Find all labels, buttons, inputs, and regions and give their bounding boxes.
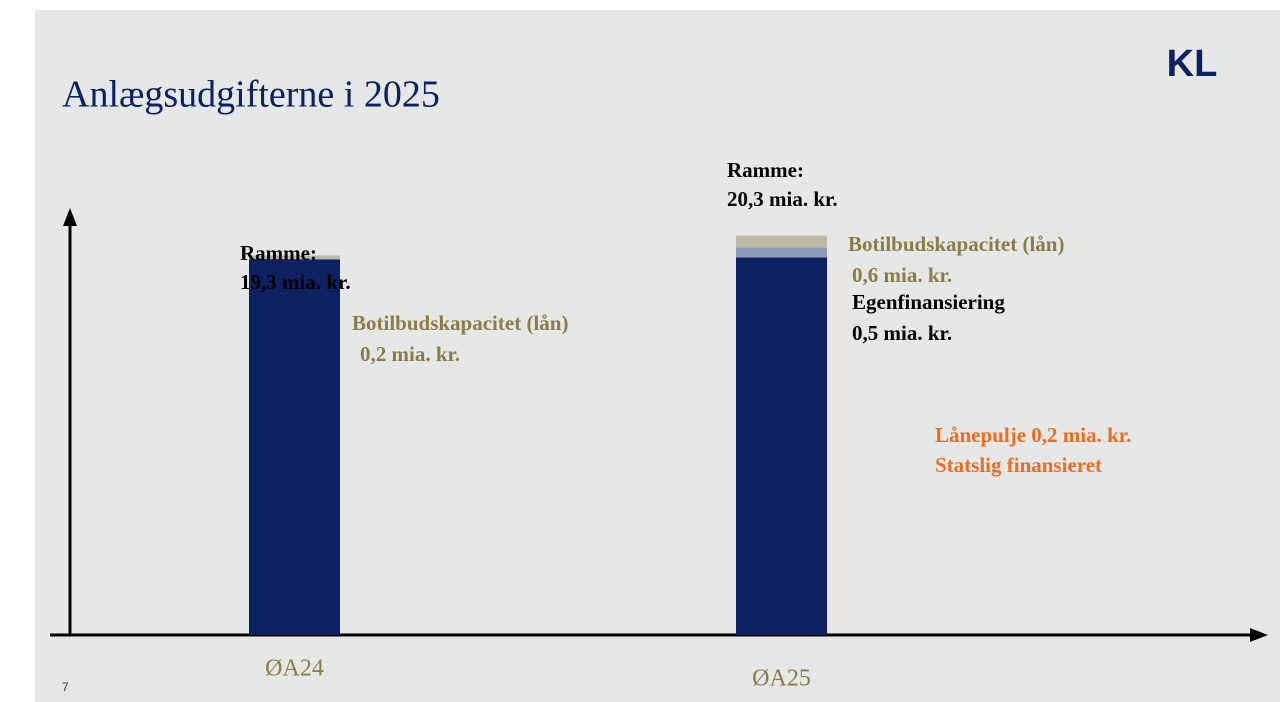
x-arrow [1250, 628, 1268, 642]
page-number: 7 [62, 680, 69, 694]
bar-segment [736, 247, 827, 258]
y-arrow [63, 208, 77, 226]
bar-segment [249, 259, 340, 635]
segment-value: 0,6 mia. kr. [852, 263, 952, 287]
segment-value: 0,5 mia. kr. [852, 321, 952, 345]
bar-segment [736, 257, 827, 635]
segment-value: 0,2 mia. kr. [360, 342, 460, 366]
annotation: Ramme: [240, 241, 317, 265]
bar-segment [736, 235, 827, 248]
annotation: Lånepulje 0,2 mia. kr. [935, 423, 1131, 447]
slide-background [35, 10, 1280, 702]
x-tick-label: ØA24 [265, 656, 324, 682]
slide-title: Anlægsudgifterne i 2025 [62, 74, 440, 116]
x-tick-label: ØA25 [752, 666, 811, 692]
annotation: Statslig finansieret [935, 453, 1102, 477]
bar-segment [249, 255, 340, 260]
logo: KL [1167, 43, 1218, 85]
annotation: 20,3 mia. kr. [727, 187, 838, 211]
annotation: 19,3 mia. kr. [240, 270, 351, 294]
annotation: Ramme: [727, 158, 804, 182]
segment-name: Egenfinansiering [852, 290, 1005, 314]
segment-name: Botilbudskapacitet (lån) [848, 232, 1064, 256]
segment-name: Botilbudskapacitet (lån) [352, 311, 568, 335]
